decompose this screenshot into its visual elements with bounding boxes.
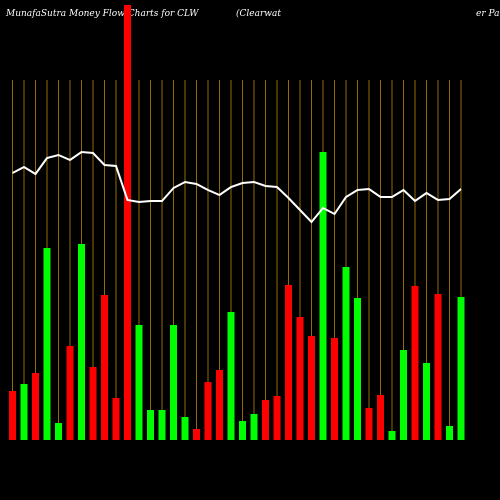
bar [158,410,166,440]
bar [400,350,407,440]
bar [55,423,62,440]
bar [216,370,223,440]
money-flow-line [12,150,462,224]
bar [32,373,39,440]
bar [193,429,200,440]
bar [101,295,108,440]
bar [423,363,430,440]
bar [354,298,361,440]
bar [170,325,177,440]
chart-title: MunafaSutra Money Flow Charts for CLW [5,9,199,19]
bar [78,244,85,440]
bar [112,398,120,440]
bar [365,408,373,440]
bar [285,285,292,440]
bar [411,286,419,440]
bar [331,338,338,440]
bar [319,152,327,440]
bar [273,396,281,440]
bar [308,336,315,440]
bar [250,414,258,440]
chart-subtitle-end: er Pa [476,9,500,19]
bar [204,382,212,440]
bar [296,317,304,440]
bar [9,391,16,440]
bar [239,421,246,440]
chart-subtitle: (Clearwat [236,8,281,19]
bar [342,267,350,440]
bar [147,410,154,440]
bar [457,297,465,440]
bar [388,431,396,440]
bar [446,426,453,440]
bar [135,325,143,440]
bar [434,294,442,440]
bar [181,417,189,440]
bar [89,367,97,440]
bar [124,5,131,440]
bar [66,346,74,440]
bar [377,395,384,440]
bar [43,248,51,440]
bar [20,384,28,440]
bar [227,312,235,440]
bar [262,400,269,440]
